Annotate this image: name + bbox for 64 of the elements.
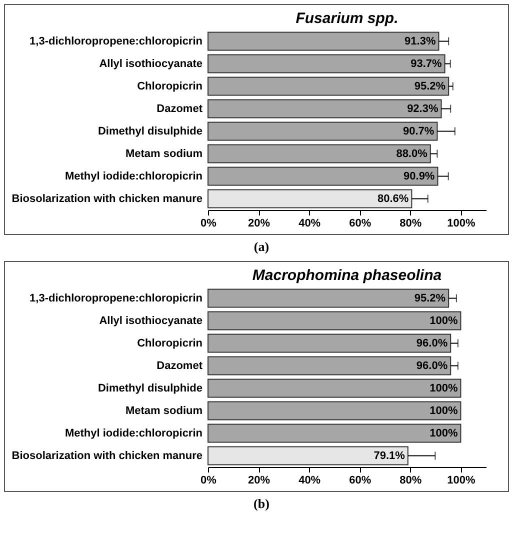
data-label: 100% <box>430 382 458 394</box>
y-tick-label: Metam sodium <box>125 404 203 417</box>
x-tick-label: 80% <box>400 474 422 486</box>
data-label: 88.0% <box>396 148 428 160</box>
data-label: 90.7% <box>403 125 434 138</box>
data-label: 91.3% <box>404 35 436 48</box>
bar <box>208 356 452 376</box>
bar <box>208 32 440 51</box>
x-tick-label: 0% <box>200 474 217 486</box>
text: (a) <box>252 239 270 255</box>
bar <box>208 166 438 186</box>
y-tick-label: Dazomet <box>156 360 203 372</box>
bar <box>208 334 452 353</box>
x-tick-label: 20% <box>248 474 270 486</box>
bar <box>208 99 442 118</box>
data-label: 100% <box>430 427 458 440</box>
x-tick-label: 80% <box>400 218 422 230</box>
y-tick-label: 1,3-dichloropropene:chloropicrin <box>30 35 203 48</box>
text: (b) <box>252 496 270 512</box>
data-label: 96.0% <box>416 337 448 350</box>
data-label: 95.2% <box>414 292 446 304</box>
data-label: 92.3% <box>407 102 438 115</box>
bar <box>208 76 450 96</box>
y-tick-label: Chloropicrin <box>137 80 203 92</box>
bar <box>208 424 462 443</box>
bar <box>208 401 462 420</box>
x-tick-label: 0% <box>200 218 217 230</box>
chart-title: Fusarium spp. <box>296 10 398 27</box>
bar <box>208 378 462 398</box>
chart-title: Macrophomina phaseolina <box>252 267 442 284</box>
data-label: 93.7% <box>410 58 442 70</box>
y-tick-label: Biosolarization with chicken manure <box>12 192 202 205</box>
y-tick-label: Chloropicrin <box>137 337 203 350</box>
data-label: 90.9% <box>404 170 435 182</box>
bar <box>208 122 438 141</box>
y-tick-label: Dazomet <box>156 102 203 115</box>
data-label: 79.1% <box>374 450 406 462</box>
y-tick-label: Dimethyl disulphide <box>98 382 202 394</box>
data-label: 100% <box>430 404 458 417</box>
y-tick-label: Metam sodium <box>125 148 203 160</box>
x-tick-label: 60% <box>349 218 372 230</box>
y-tick-label: Allyl isothiocyanate <box>99 58 202 70</box>
x-tick-label: 40% <box>298 218 321 230</box>
x-tick-label: 20% <box>248 218 270 230</box>
y-tick-label: 1,3-dichloropropene:chloropicrin <box>30 292 203 304</box>
data-label: 95.2% <box>414 80 446 92</box>
bar <box>208 446 408 466</box>
data-label: 96.0% <box>416 360 448 372</box>
x-tick-label: 40% <box>298 474 321 486</box>
x-tick-label: 100% <box>447 218 476 230</box>
y-tick-label: Methyl iodide:chloropicrin <box>64 170 203 182</box>
x-tick-label: 100% <box>447 474 476 486</box>
bar <box>208 189 412 208</box>
y-tick-label: Methyl iodide:chloropicrin <box>64 427 203 440</box>
data-label: 80.6% <box>377 192 409 205</box>
data-label: 100% <box>430 314 458 327</box>
y-tick-label: Dimethyl disulphide <box>98 125 202 138</box>
bar <box>208 288 450 308</box>
y-tick-label: Allyl isothiocyanate <box>99 314 202 327</box>
bar <box>208 311 462 330</box>
bar <box>208 144 431 164</box>
bar <box>208 54 446 74</box>
x-tick-label: 60% <box>349 474 372 486</box>
y-tick-label: Biosolarization with chicken manure <box>12 450 202 462</box>
